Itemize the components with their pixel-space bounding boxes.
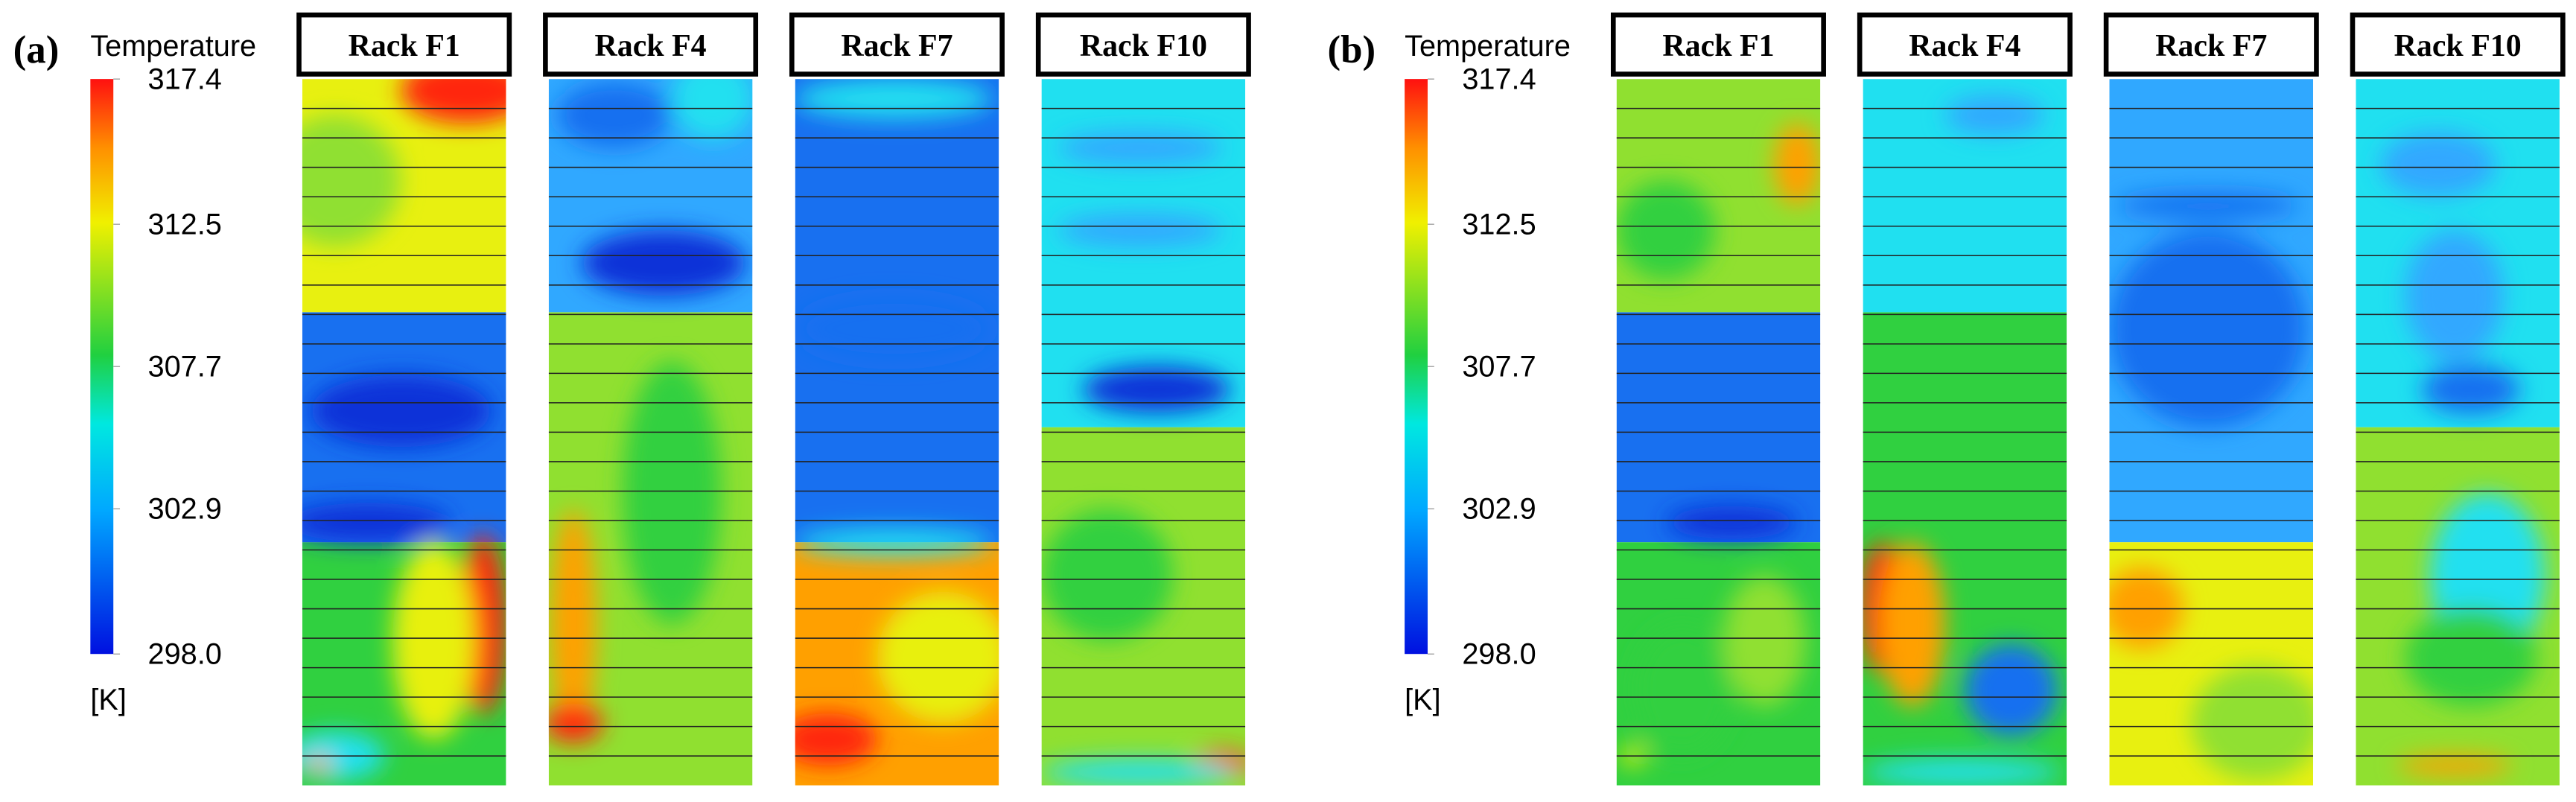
field-blobs	[1041, 131, 1246, 786]
field-blob	[795, 529, 993, 556]
field-blob	[1616, 180, 1716, 280]
field-blob	[877, 591, 999, 723]
colorbar-tick-label: 312.5	[1462, 208, 1536, 241]
field-blob	[2191, 665, 2314, 781]
colorbar-tick-label: 312.5	[148, 208, 222, 241]
field-blob	[1082, 366, 1231, 413]
field-blob	[1058, 214, 1223, 247]
colorbar-unit: [K]	[90, 684, 127, 716]
field-blob	[795, 79, 993, 119]
colorbar-title: Temperature	[90, 30, 256, 63]
field-blob	[2109, 567, 2184, 649]
rack-title-box	[543, 12, 759, 77]
field-blob	[548, 703, 603, 743]
field-blob	[2405, 230, 2504, 362]
field-blob	[1774, 123, 1821, 206]
field-blob	[2405, 608, 2537, 707]
field-blob	[1879, 542, 1945, 707]
field-blob	[623, 361, 722, 625]
field-blob	[1632, 624, 1732, 756]
rack-title-box	[2350, 12, 2566, 77]
field-blob	[1944, 95, 2044, 136]
rack-title: Rack F10	[2394, 29, 2522, 63]
colorbar-tick-label: 302.9	[148, 492, 222, 525]
rack-title-box	[1857, 12, 2073, 77]
rack-heatmap	[2109, 79, 2314, 786]
field-blobs	[2380, 131, 2545, 776]
field-blob	[1965, 643, 2057, 736]
field-blob	[672, 79, 753, 140]
field-blob	[550, 509, 597, 739]
panel-label: (a)	[13, 28, 60, 71]
field-blob	[1041, 759, 1239, 786]
colorbar-unit: [K]	[1405, 684, 1441, 716]
field-blob	[556, 82, 672, 148]
field-blob	[1723, 575, 1806, 707]
rack-heatmap	[302, 79, 506, 786]
rack-title-box	[296, 12, 512, 77]
field-blobs	[1616, 123, 1821, 766]
rack-title: Rack F1	[349, 29, 460, 63]
colorbar-tick-label: 317.4	[1462, 63, 1536, 95]
colorbar-tick-label: 302.9	[1462, 492, 1536, 525]
field-blob	[305, 755, 332, 773]
colorbar-tick-label: 307.7	[1462, 350, 1536, 383]
field-blob	[302, 503, 451, 543]
rack-title: Rack F4	[594, 29, 706, 63]
field-blob	[2117, 192, 2299, 219]
field-blob	[2380, 131, 2496, 197]
rack-heatmap	[2356, 79, 2560, 786]
field-blob	[795, 296, 993, 362]
field-blob	[310, 375, 492, 448]
field-blob	[1041, 509, 1174, 641]
colorbar	[90, 79, 114, 655]
field-blob	[795, 713, 877, 766]
field-blob	[2421, 364, 2520, 415]
colorbar-tick-label: 298.0	[1462, 637, 1536, 670]
field-blob	[2109, 230, 2307, 427]
colorbar-title: Temperature	[1405, 30, 1571, 63]
colorbar	[1405, 79, 1428, 655]
rack-title: Rack F10	[1080, 29, 1207, 63]
colorbar-tick-label: 298.0	[148, 637, 222, 670]
field-blobs	[2109, 192, 2314, 781]
field-blob	[2397, 755, 2512, 776]
rack-title-box	[1610, 12, 1826, 77]
rack-heatmap	[1863, 79, 2067, 786]
field-blob	[581, 230, 746, 296]
field-blob	[401, 79, 506, 124]
rack-title-box	[1035, 12, 1251, 77]
rack-heatmap	[1616, 79, 1821, 786]
rack-heatmap	[1041, 79, 1246, 786]
field-band	[1616, 312, 1821, 543]
field-blobs	[302, 79, 506, 781]
rack-title: Rack F7	[841, 29, 953, 63]
field-blob	[302, 115, 401, 247]
rack-title-box	[2103, 12, 2319, 77]
field-blob	[1058, 131, 1223, 165]
rack-title: Rack F7	[2155, 29, 2267, 63]
rack-title: Rack F1	[1662, 29, 1774, 63]
rack-title: Rack F4	[1909, 29, 2020, 63]
colorbar-tick-label: 317.4	[148, 63, 222, 95]
colorbar-tick-label: 307.7	[148, 350, 222, 383]
field-blob	[1665, 506, 1798, 539]
field-blob	[1863, 759, 2061, 786]
rack-heatmap	[548, 79, 753, 786]
rack-title-box	[789, 12, 1005, 77]
field-blob	[392, 542, 475, 739]
panel-label: (b)	[1327, 28, 1376, 71]
field-blobs	[548, 79, 753, 743]
rack-heatmap	[795, 79, 999, 786]
